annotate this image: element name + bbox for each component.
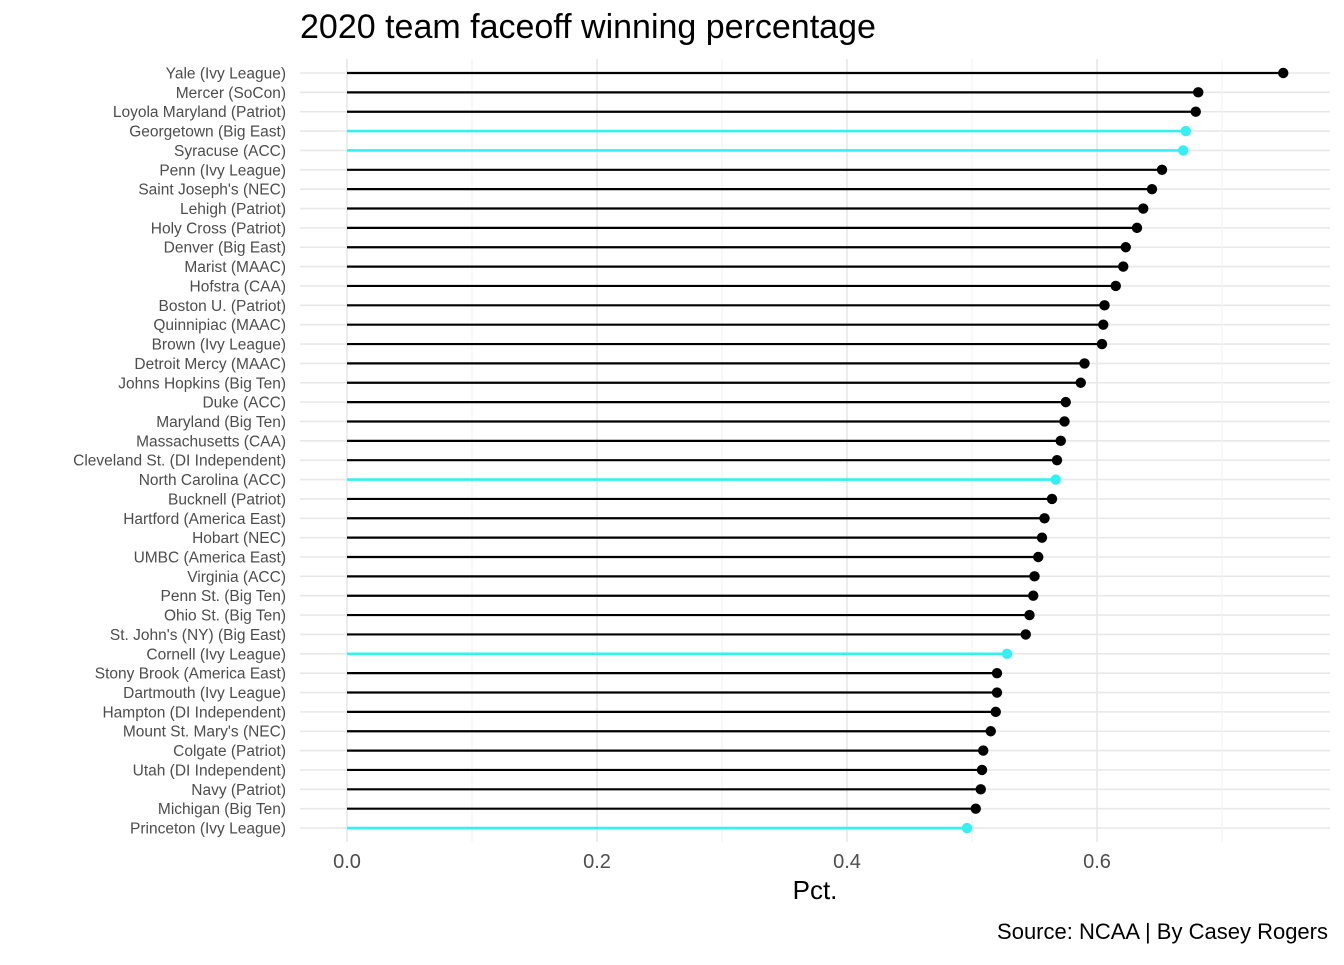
- lollipop-dot: [985, 726, 996, 737]
- team-label: Loyola Maryland (Patriot): [113, 104, 286, 121]
- team-label: Maryland (Big Ten): [156, 414, 286, 431]
- x-tick-label: 0.6: [1083, 851, 1111, 873]
- x-axis-title: Pct.: [792, 875, 838, 905]
- lollipop-dot: [1180, 125, 1191, 137]
- lollipop-dot: [1060, 396, 1071, 408]
- lollipop-dot: [1138, 203, 1149, 214]
- lollipop-dot: [970, 803, 981, 814]
- team-label: Hobart (NEC): [192, 530, 286, 547]
- lollipop-dot: [1110, 280, 1121, 292]
- team-label: Cornell (Ivy League): [146, 646, 286, 663]
- team-label: Virginia (ACC): [187, 569, 286, 586]
- team-label: Michigan (Big Ten): [158, 801, 286, 818]
- team-label: Mercer (SoCon): [176, 85, 286, 102]
- team-label: Stony Brook (America East): [95, 666, 286, 683]
- grid-layer: [300, 59, 1330, 843]
- lollipop-dot: [1059, 416, 1070, 427]
- team-label: Holy Cross (Patriot): [151, 220, 286, 237]
- team-label: Hartford (America East): [123, 511, 286, 528]
- team-label: North Carolina (ACC): [139, 472, 286, 489]
- team-label: Utah (DI Independent): [133, 762, 286, 779]
- lollipop-dot: [1020, 629, 1031, 640]
- x-axis-ticks: 0.0 0.2 0.4 0.6: [333, 851, 1111, 873]
- lollipop-dot: [1099, 300, 1110, 311]
- team-label: Princeton (Ivy League): [130, 821, 286, 838]
- team-label: UMBC (America East): [134, 550, 286, 567]
- lollipop-dot: [1036, 532, 1048, 543]
- team-label: Brown (Ivy League): [152, 337, 286, 354]
- y-axis-labels: Yale (Ivy League) Mercer (SoCon) Loyola Ma…: [73, 66, 286, 838]
- lollipop-dot: [991, 667, 1003, 679]
- lollipop-dot: [1055, 435, 1066, 447]
- lollipop-dot: [1120, 242, 1131, 253]
- team-label: Massachusetts (CAA): [136, 433, 286, 450]
- team-label: Navy (Patriot): [191, 782, 286, 799]
- lollipop-dot: [1190, 106, 1201, 117]
- team-label: Cleveland St. (DI Independent): [73, 453, 286, 470]
- x-tick-label: 0.0: [333, 851, 361, 873]
- team-label: Ohio St. (Big Ten): [164, 608, 286, 625]
- team-label: St. John's (NY) (Big East): [110, 627, 286, 644]
- lollipop-dot: [1001, 648, 1013, 659]
- chart-title: 2020 team faceoff winning percentage: [300, 8, 876, 46]
- team-label: Lehigh (Patriot): [180, 201, 286, 218]
- team-label: Quinnipiac (MAAC): [153, 317, 286, 334]
- lollipop-dot: [1096, 338, 1108, 350]
- team-label: Boston U. (Patriot): [159, 298, 287, 315]
- dots-layer: [961, 67, 1289, 834]
- lollipop-dot: [1050, 474, 1061, 485]
- lollipop-dot: [1033, 551, 1044, 563]
- lollipop-dot: [1039, 513, 1050, 524]
- team-label: Hampton (DI Independent): [102, 704, 286, 721]
- lollipop-dot: [1178, 145, 1189, 156]
- team-label: Duke (ACC): [202, 395, 286, 412]
- lollipop-dot: [1118, 261, 1129, 272]
- lollipop-dot: [1029, 571, 1040, 582]
- stems-layer: [347, 71, 1284, 830]
- lollipop-dot: [1098, 319, 1109, 330]
- team-label: Johns Hopkins (Big Ten): [118, 375, 286, 392]
- team-label: Penn St. (Big Ten): [160, 588, 286, 605]
- lollipop-dot: [991, 687, 1003, 698]
- team-label: Penn (Ivy League): [159, 162, 286, 179]
- team-label: Hofstra (CAA): [190, 278, 286, 295]
- lollipop-dot: [1146, 183, 1158, 195]
- lollipop-dot: [961, 822, 973, 834]
- team-label: Saint Joseph's (NEC): [138, 182, 286, 199]
- team-label: Dartmouth (Ivy League): [123, 685, 286, 702]
- team-label: Colgate (Patriot): [173, 743, 286, 760]
- chart-caption: Source: NCAA | By Casey Rogers: [997, 919, 1328, 944]
- team-label: Bucknell (Patriot): [168, 491, 286, 508]
- lollipop-dot: [990, 706, 1001, 718]
- lollipop-dot: [1193, 87, 1204, 98]
- lollipop-dot: [1024, 609, 1035, 621]
- lollipop-dot: [1079, 358, 1090, 369]
- x-tick-label: 0.2: [583, 851, 611, 873]
- team-label: Marist (MAAC): [184, 259, 286, 276]
- team-label: Syracuse (ACC): [174, 143, 286, 160]
- lollipop-dot: [976, 764, 988, 776]
- lollipop-dot: [1131, 222, 1143, 234]
- lollipop-dot: [975, 784, 986, 795]
- team-label: Denver (Big East): [164, 240, 286, 257]
- lollipop-dot: [1051, 455, 1063, 466]
- lollipop-dot: [978, 745, 989, 756]
- lollipop-dot: [1028, 590, 1039, 601]
- team-label: Detroit Mercy (MAAC): [134, 356, 286, 373]
- team-label: Georgetown (Big East): [129, 124, 286, 141]
- lollipop-dot: [1075, 377, 1086, 388]
- lollipop-dot: [1278, 67, 1289, 79]
- x-tick-label: 0.4: [833, 851, 861, 873]
- lollipop-dot: [1156, 164, 1168, 175]
- team-label: Yale (Ivy League): [166, 66, 286, 83]
- lollipop-dot: [1046, 493, 1058, 505]
- team-label: Mount St. Mary's (NEC): [123, 724, 286, 741]
